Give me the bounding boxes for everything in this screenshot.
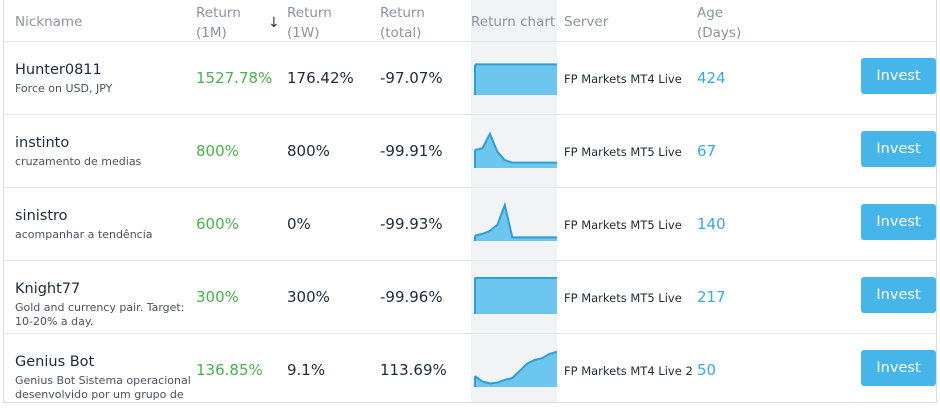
arrow-down-icon[interactable]: ↓: [268, 15, 280, 31]
chart-area: [475, 278, 557, 314]
invest-button[interactable]: Invest: [861, 277, 936, 313]
row-server: FP Markets MT4 Live: [564, 72, 682, 86]
row-return-total: -97.07%: [380, 69, 443, 87]
table-header: Nickname Return (1M) ↓ Return (1W) Retur…: [4, 0, 936, 43]
invest-button[interactable]: Invest: [861, 204, 936, 240]
row-return-total: -99.91%: [380, 142, 443, 160]
row-age: 217: [697, 288, 726, 306]
row-description: acompanhar a tendência: [15, 228, 153, 241]
row-description: Force on USD, JPY: [15, 82, 113, 95]
table-row[interactable]: Knight77 Gold and currency pair. Target:…: [4, 261, 936, 334]
row-return-1w: 0%: [287, 215, 311, 233]
row-server: FP Markets MT5 Live: [564, 218, 682, 232]
header-return-total-line2: (total): [380, 25, 422, 41]
table-row[interactable]: Genius Bot Genius Bot Sistema operaciona…: [4, 334, 936, 402]
row-return-chart: [474, 350, 557, 387]
row-age: 140: [697, 215, 726, 233]
header-return-1m-line1: Return: [196, 5, 241, 21]
chart-area: [475, 64, 557, 95]
header-age-line2: (Days): [697, 25, 742, 41]
row-age: 67: [697, 142, 717, 160]
header-return-total[interactable]: Return (total): [380, 3, 425, 43]
row-return-total: -99.96%: [380, 288, 443, 306]
chart-area: [475, 133, 557, 168]
chart-line: [474, 131, 557, 164]
table-row[interactable]: sinistro acompanhar a tendência 600% 0% …: [4, 188, 936, 261]
row-server: FP Markets MT4 Live 2: [564, 364, 693, 378]
copy-trading-table: Nickname Return (1M) ↓ Return (1W) Retur…: [3, 0, 937, 403]
header-return-1m[interactable]: Return (1M): [196, 3, 241, 43]
row-return-1m: 136.85%: [196, 361, 263, 379]
row-return-1m: 800%: [196, 142, 239, 160]
header-age-line1: Age: [697, 5, 724, 21]
row-description: Genius Bot Sistema operacional desenvolv…: [15, 374, 191, 401]
row-return-chart: [474, 202, 557, 241]
row-return-total: -99.93%: [380, 215, 443, 233]
chart-area: [475, 205, 557, 241]
row-description: cruzamento de medias: [15, 155, 142, 168]
header-return-1w[interactable]: Return (1W): [287, 3, 332, 43]
row-server: FP Markets MT5 Live: [564, 145, 682, 159]
row-return-chart: [474, 131, 557, 168]
header-return-1w-line2: (1W): [287, 25, 320, 41]
row-return-chart: [474, 277, 557, 314]
row-age: 424: [697, 69, 726, 87]
header-return-1m-line2: (1M): [196, 25, 227, 41]
row-return-chart: [474, 63, 557, 95]
row-return-1w: 176.42%: [287, 69, 354, 87]
header-return-chart: Return chart: [471, 14, 556, 30]
row-return-total: 113.69%: [380, 361, 447, 379]
row-return-1w: 300%: [287, 288, 330, 306]
row-description: Gold and currency pair. Target: 10-20% a…: [15, 301, 185, 328]
row-return-1m: 300%: [196, 288, 239, 306]
invest-button[interactable]: Invest: [861, 58, 936, 94]
header-nickname[interactable]: Nickname: [15, 14, 83, 30]
row-nickname[interactable]: Knight77: [15, 281, 81, 297]
invest-button[interactable]: Invest: [861, 350, 936, 386]
row-nickname[interactable]: Hunter0811: [15, 62, 102, 78]
table-row[interactable]: instinto cruzamento de medias 800% 800% …: [4, 115, 936, 188]
row-nickname[interactable]: instinto: [15, 135, 70, 151]
row-return-1w: 9.1%: [287, 361, 326, 379]
row-return-1m: 1527.78%: [196, 69, 273, 87]
row-return-1w: 800%: [287, 142, 330, 160]
chart-line: [474, 202, 557, 239]
row-server: FP Markets MT5 Live: [564, 291, 682, 305]
table-row[interactable]: Hunter0811 Force on USD, JPY 1527.78% 17…: [4, 42, 936, 115]
row-nickname[interactable]: sinistro: [15, 208, 68, 224]
chart-line: [474, 350, 557, 385]
row-age: 50: [697, 361, 717, 379]
invest-button[interactable]: Invest: [861, 131, 936, 167]
header-return-total-line1: Return: [380, 5, 425, 21]
header-return-1w-line1: Return: [287, 5, 332, 21]
row-return-1m: 600%: [196, 215, 239, 233]
header-server[interactable]: Server: [564, 14, 609, 30]
row-nickname[interactable]: Genius Bot: [15, 354, 95, 370]
header-age[interactable]: Age (Days): [697, 3, 741, 43]
